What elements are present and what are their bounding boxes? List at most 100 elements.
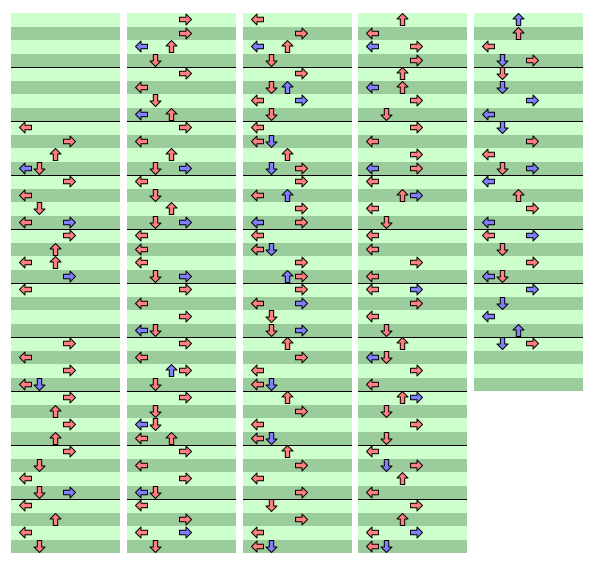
arrow-down-icon	[265, 242, 277, 256]
arrow-up-icon	[396, 391, 408, 404]
arrow-right-icon	[294, 297, 308, 309]
chart-column-2	[127, 13, 236, 553]
row-stripe	[127, 377, 236, 391]
arrow-left-icon	[365, 351, 379, 363]
row-stripe	[11, 40, 120, 54]
arrow-up-icon	[49, 242, 61, 256]
arrow-left-icon	[365, 540, 379, 552]
arrow-left-icon	[250, 135, 264, 147]
arrow-shape	[496, 269, 508, 283]
arrow-shape	[62, 135, 76, 147]
arrow-left-icon	[481, 175, 495, 188]
arrow-shape	[62, 337, 76, 350]
row-stripe	[474, 13, 583, 27]
row-stripe	[11, 188, 120, 202]
arrow-shape	[134, 243, 148, 255]
arrow-shape	[149, 161, 161, 175]
measure-line	[358, 121, 467, 122]
row-stripe	[358, 512, 467, 526]
arrow-shape	[481, 229, 495, 242]
arrow-left-icon	[134, 175, 148, 188]
arrow-shape	[481, 40, 495, 53]
arrow-shape	[149, 377, 161, 391]
arrow-down-icon	[149, 485, 161, 499]
arrow-shape	[134, 351, 148, 363]
arrow-shape	[250, 540, 264, 552]
arrow-right-icon	[525, 94, 539, 107]
arrow-shape	[18, 351, 32, 363]
arrow-shape	[281, 445, 293, 458]
arrow-shape	[380, 539, 392, 553]
arrow-shape	[481, 175, 495, 188]
arrow-shape	[18, 256, 32, 269]
arrow-shape	[134, 135, 148, 147]
arrow-shape	[281, 40, 293, 53]
row-stripe	[11, 256, 120, 270]
arrow-shape	[409, 121, 423, 134]
arrow-left-icon	[134, 297, 148, 309]
arrow-right-icon	[409, 364, 423, 377]
arrow-right-icon	[409, 121, 423, 134]
row-stripe	[11, 404, 120, 418]
arrow-up-icon	[281, 80, 293, 94]
row-stripe	[474, 350, 583, 364]
arrow-down-icon	[265, 323, 277, 337]
arrow-left-icon	[134, 135, 148, 147]
arrow-up-icon	[281, 445, 293, 458]
arrow-shape	[294, 459, 308, 471]
arrow-down-icon	[496, 296, 508, 310]
arrow-shape	[365, 81, 379, 93]
arrow-right-icon	[409, 94, 423, 107]
arrow-left-icon	[250, 121, 264, 134]
arrow-right-icon	[525, 256, 539, 269]
arrow-shape	[496, 161, 508, 175]
arrow-shape	[409, 418, 423, 431]
arrow-shape	[165, 107, 177, 121]
row-stripe	[127, 458, 236, 472]
row-stripe	[11, 148, 120, 162]
arrow-left-icon	[481, 148, 495, 161]
arrow-shape	[178, 216, 192, 228]
arrow-right-icon	[294, 162, 308, 174]
arrow-shape	[294, 405, 308, 417]
arrow-right-icon	[294, 486, 308, 498]
row-stripe	[127, 148, 236, 162]
arrow-shape	[409, 297, 423, 309]
arrow-left-icon	[250, 243, 264, 255]
row-stripe	[11, 526, 120, 540]
arrow-shape	[178, 513, 192, 525]
arrow-shape	[281, 80, 293, 94]
arrow-right-icon	[62, 364, 76, 377]
arrow-left-icon	[18, 351, 32, 363]
arrow-right-icon	[178, 445, 192, 458]
arrow-shape	[281, 188, 293, 202]
arrow-shape	[178, 13, 192, 26]
arrow-shape	[380, 107, 392, 121]
arrow-shape	[365, 283, 379, 296]
arrow-down-icon	[496, 269, 508, 283]
arrow-right-icon	[525, 283, 539, 296]
row-stripe	[358, 323, 467, 337]
arrow-up-icon	[49, 512, 61, 526]
measure-line	[127, 445, 236, 446]
row-stripe	[11, 431, 120, 445]
arrow-left-icon	[365, 310, 379, 323]
row-stripe	[11, 13, 120, 27]
arrow-up-icon	[165, 431, 177, 445]
arrow-right-icon	[525, 162, 539, 174]
arrow-left-icon	[365, 175, 379, 188]
arrow-down-icon	[380, 350, 392, 364]
arrow-right-icon	[294, 216, 308, 228]
row-stripe	[243, 445, 352, 459]
arrow-shape	[178, 270, 192, 282]
arrow-down-icon	[33, 202, 45, 215]
arrow-up-icon	[165, 364, 177, 377]
arrow-shape	[18, 162, 32, 174]
arrow-shape	[409, 148, 423, 161]
arrow-up-icon	[396, 13, 408, 26]
row-stripe	[358, 472, 467, 486]
arrow-down-icon	[380, 404, 392, 418]
arrow-left-icon	[365, 40, 379, 53]
arrow-left-icon	[134, 256, 148, 269]
measure-line	[243, 337, 352, 338]
